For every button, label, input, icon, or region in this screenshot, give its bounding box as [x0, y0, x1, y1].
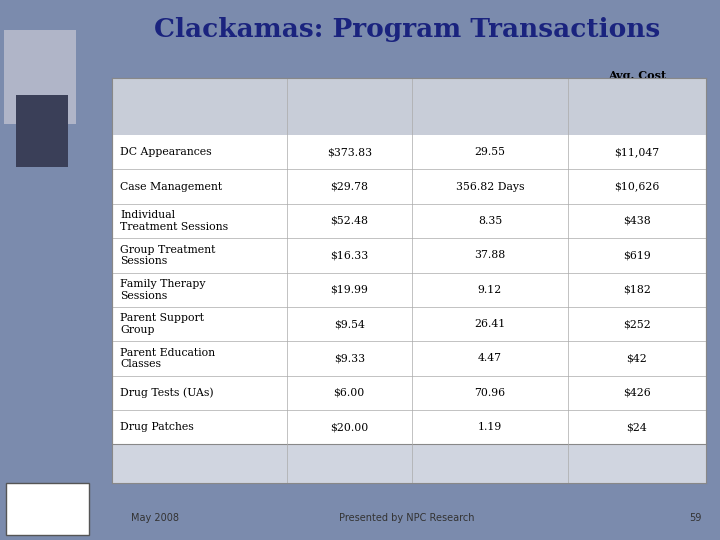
Text: $23,656: $23,656 — [587, 453, 687, 475]
Text: Presented by NPC Research: Presented by NPC Research — [339, 514, 474, 523]
Text: 8.35: 8.35 — [478, 216, 502, 226]
Text: $182: $182 — [623, 285, 651, 295]
Text: Parent Education
Classes: Parent Education Classes — [120, 348, 215, 369]
Text: 59: 59 — [690, 514, 702, 523]
Text: Avg. Cost
per
Participant: Avg. Cost per Participant — [602, 70, 672, 109]
Text: $426: $426 — [623, 388, 651, 398]
Text: $19.99: $19.99 — [330, 285, 368, 295]
FancyBboxPatch shape — [112, 78, 706, 135]
Text: Transaction
Unit Cost: Transaction Unit Cost — [312, 94, 387, 119]
Text: $619: $619 — [623, 251, 651, 260]
Text: $52.48: $52.48 — [330, 216, 368, 226]
Text: 4.47: 4.47 — [478, 354, 502, 363]
Text: $20.00: $20.00 — [330, 422, 369, 432]
Text: $11,047: $11,047 — [614, 147, 660, 157]
Text: 356.82 Days: 356.82 Days — [456, 181, 524, 192]
Text: $42: $42 — [626, 354, 647, 363]
Text: 29.55: 29.55 — [474, 147, 505, 157]
Text: Total Drug Court: Total Drug Court — [120, 457, 252, 471]
Text: $29.78: $29.78 — [330, 181, 368, 192]
Text: $438: $438 — [623, 216, 651, 226]
FancyBboxPatch shape — [16, 94, 68, 167]
Text: 37.88: 37.88 — [474, 251, 505, 260]
FancyBboxPatch shape — [4, 30, 76, 124]
Text: $252: $252 — [623, 319, 651, 329]
Text: $6.00: $6.00 — [333, 388, 365, 398]
Text: RESEARCH: RESEARCH — [27, 518, 67, 526]
Text: Parent Support
Group: Parent Support Group — [120, 313, 204, 335]
Text: $9.33: $9.33 — [333, 354, 365, 363]
Text: Avg. # of
Program
Transactions: Avg. # of Program Transactions — [449, 87, 530, 126]
Text: 70.96: 70.96 — [474, 388, 505, 398]
FancyBboxPatch shape — [6, 483, 89, 535]
Text: Case Management: Case Management — [120, 181, 222, 192]
Text: DC Appearances: DC Appearances — [120, 147, 212, 157]
Text: May 2008: May 2008 — [131, 514, 179, 523]
Text: $16.33: $16.33 — [330, 251, 369, 260]
Text: Transaction: Transaction — [120, 117, 194, 128]
Text: $24: $24 — [626, 422, 647, 432]
Text: Family Therapy
Sessions: Family Therapy Sessions — [120, 279, 206, 300]
Text: $10,626: $10,626 — [614, 181, 660, 192]
FancyBboxPatch shape — [112, 78, 706, 483]
Text: Group Treatment
Sessions: Group Treatment Sessions — [120, 245, 215, 266]
Text: $373.83: $373.83 — [327, 147, 372, 157]
Text: Individual
Treatment Sessions: Individual Treatment Sessions — [120, 210, 228, 232]
Text: 1.19: 1.19 — [478, 422, 502, 432]
Text: Clackamas: Program Transactions: Clackamas: Program Transactions — [153, 17, 660, 42]
FancyBboxPatch shape — [112, 444, 706, 483]
Text: Drug Tests (UAs): Drug Tests (UAs) — [120, 388, 214, 398]
Text: 26.41: 26.41 — [474, 319, 505, 329]
Text: NPC: NPC — [32, 498, 61, 511]
Text: $9.54: $9.54 — [334, 319, 364, 329]
Text: Drug Patches: Drug Patches — [120, 422, 194, 432]
Text: 9.12: 9.12 — [478, 285, 502, 295]
